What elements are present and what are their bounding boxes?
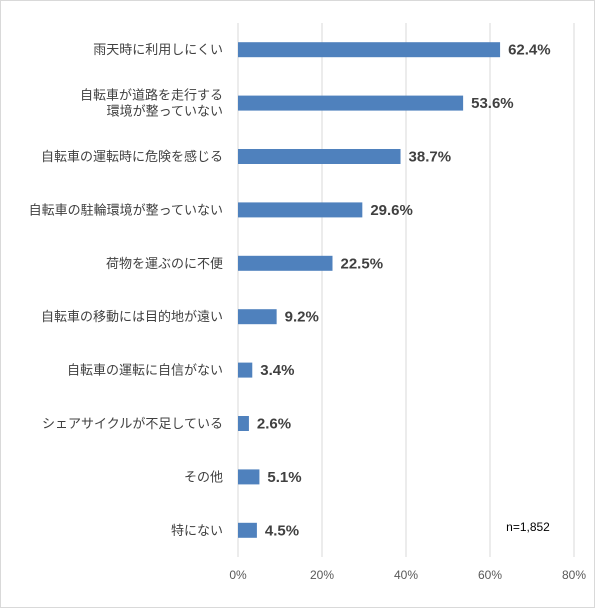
value-label: 62.4%: [508, 42, 551, 59]
bar: [238, 42, 501, 58]
bars: [238, 42, 501, 538]
gridlines: [237, 23, 575, 557]
value-label: 53.6%: [471, 95, 514, 112]
category-label: 自転車の運転に自信がない: [67, 364, 223, 379]
x-tick-label: 60%: [478, 568, 502, 582]
category-label: 雨天時に利用しにくい: [93, 43, 223, 58]
bar: [238, 309, 277, 325]
category-label: 自転車の移動には目的地が遠い: [41, 309, 223, 325]
category-label: シェアサイクルが不足している: [42, 417, 223, 432]
value-label: 38.7%: [409, 149, 452, 166]
bar: [238, 416, 249, 431]
value-labels: 62.4% 53.6% 38.7% 29.6% 22.5% 9.2% 3.4% 2.6% 5.1…: [257, 42, 551, 540]
value-label: 3.4%: [260, 362, 294, 379]
category-label: 自転車の運転時に危険を感じる: [41, 149, 223, 165]
x-tick-label: 20%: [310, 568, 334, 582]
x-axis-ticks: 0% 20% 40% 60% 80%: [229, 568, 586, 582]
category-labels: 雨天時に利用しにくい自転車が道路を走行する環境が整っていない自転車の運転時に危険…: [29, 43, 223, 539]
value-label: 9.2%: [285, 309, 319, 326]
value-label: 4.5%: [265, 522, 299, 539]
category-label: 荷物を運ぶのに不便: [106, 257, 223, 272]
x-tick-label: 40%: [394, 568, 418, 582]
category-label: 環境が整っていない: [107, 105, 223, 120]
bar: [238, 522, 257, 538]
x-tick-label: 0%: [229, 568, 247, 582]
value-label: 5.1%: [267, 469, 301, 486]
bar: [238, 362, 253, 378]
category-label: 自転車の駐輪環境が整っていない: [29, 202, 223, 218]
bar: [238, 255, 333, 271]
category-label: 自転車が道路を走行する: [80, 88, 223, 104]
value-label: 22.5%: [341, 255, 384, 272]
sample-size-note: n=1,852: [506, 520, 550, 534]
bar: [238, 469, 260, 485]
value-label: 29.6%: [370, 202, 413, 219]
bar: [238, 202, 363, 218]
category-label: その他: [184, 470, 223, 485]
category-label: 特にない: [171, 524, 223, 539]
bar: [238, 149, 401, 164]
x-tick-label: 80%: [562, 568, 586, 582]
bar: [238, 95, 464, 111]
value-label: 2.6%: [257, 416, 291, 433]
